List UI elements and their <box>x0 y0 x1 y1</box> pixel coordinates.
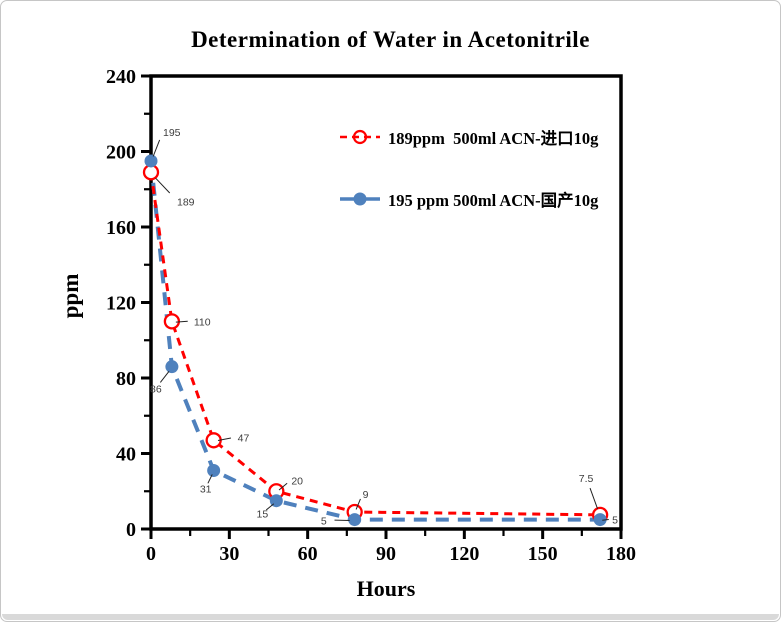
svg-text:30: 30 <box>219 543 239 565</box>
chart-title: Determination of Water in Acetonitrile <box>191 27 590 52</box>
legend: 189ppm 500ml ACN-进口10g 195 ppm 500ml ACN… <box>339 125 598 211</box>
svg-text:31: 31 <box>200 483 212 495</box>
svg-text:0: 0 <box>146 543 156 565</box>
svg-text:80: 80 <box>116 368 136 390</box>
svg-text:9: 9 <box>363 489 369 501</box>
svg-text:86: 86 <box>150 384 162 396</box>
legend-marker-filled-circle-icon <box>340 192 380 206</box>
svg-text:150: 150 <box>528 543 558 565</box>
legend-entry-imported: 189ppm 500ml ACN-进口10g <box>339 125 598 149</box>
x-axis-title: Hours <box>356 576 416 601</box>
svg-text:120: 120 <box>449 543 479 565</box>
svg-text:47: 47 <box>238 432 250 444</box>
bottom-bar <box>2 614 779 620</box>
svg-text:5: 5 <box>612 515 618 527</box>
svg-text:20: 20 <box>291 475 303 487</box>
svg-text:110: 110 <box>194 316 211 328</box>
svg-text:189: 189 <box>177 196 195 208</box>
svg-text:160: 160 <box>106 217 136 239</box>
svg-text:120: 120 <box>106 293 136 315</box>
svg-text:195: 195 <box>163 127 181 139</box>
svg-text:200: 200 <box>106 142 136 164</box>
svg-text:90: 90 <box>376 543 396 565</box>
svg-text:5: 5 <box>321 516 327 528</box>
svg-text:180: 180 <box>606 543 636 565</box>
svg-text:7.5: 7.5 <box>579 473 594 485</box>
legend-entry-domestic: 195 ppm 500ml ACN-国产10g <box>339 187 598 211</box>
y-axis-title: ppm <box>58 273 83 319</box>
svg-text:240: 240 <box>106 66 136 88</box>
legend-label-domestic: 195 ppm 500ml ACN-国产10g <box>388 191 599 210</box>
svg-text:40: 40 <box>116 444 136 466</box>
svg-text:15: 15 <box>256 509 268 521</box>
svg-text:60: 60 <box>298 543 318 565</box>
legend-marker-open-circle-icon <box>340 129 380 145</box>
legend-label-imported: 189ppm 500ml ACN-进口10g <box>388 129 599 148</box>
svg-text:0: 0 <box>126 519 136 541</box>
